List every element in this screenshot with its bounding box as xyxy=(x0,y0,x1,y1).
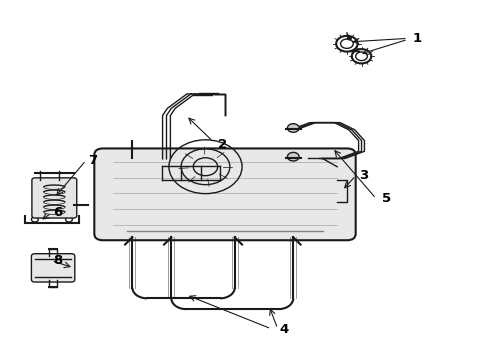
Text: 6: 6 xyxy=(54,207,63,220)
Text: 5: 5 xyxy=(382,192,391,205)
Circle shape xyxy=(287,152,299,161)
Text: 1: 1 xyxy=(412,32,421,45)
Text: 8: 8 xyxy=(54,254,63,267)
FancyBboxPatch shape xyxy=(32,178,77,218)
Text: 3: 3 xyxy=(359,169,368,182)
Text: 7: 7 xyxy=(88,154,97,167)
Text: 2: 2 xyxy=(218,138,226,151)
Circle shape xyxy=(346,37,350,40)
Circle shape xyxy=(287,124,299,132)
FancyBboxPatch shape xyxy=(31,254,75,282)
FancyBboxPatch shape xyxy=(94,148,355,240)
Text: 4: 4 xyxy=(279,323,288,336)
